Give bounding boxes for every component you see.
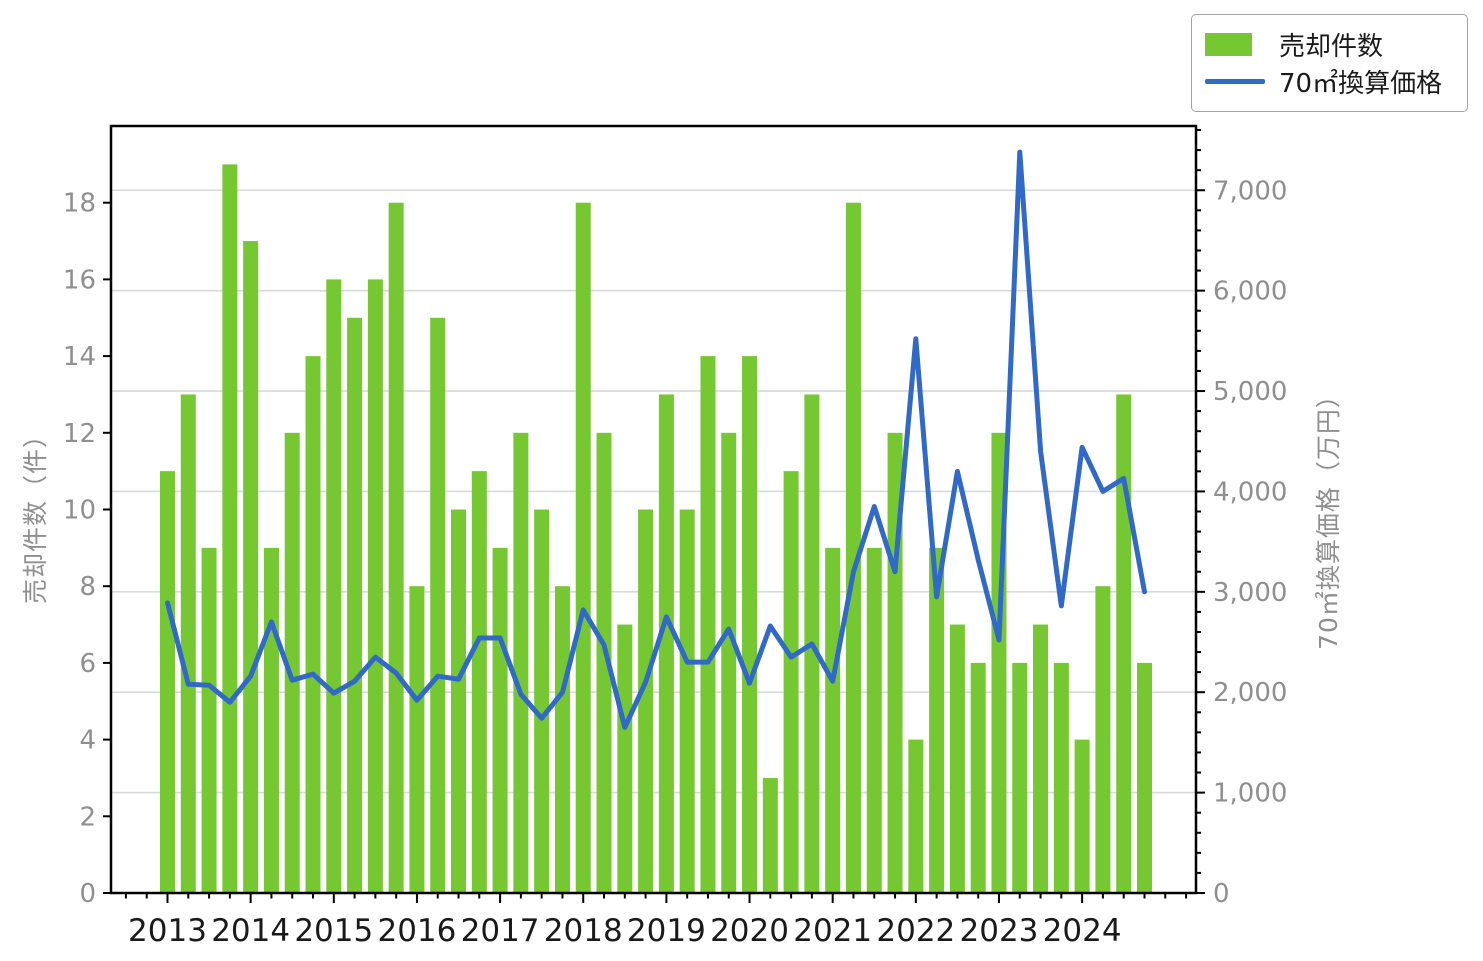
- legend-label-sales: 売却件数: [1279, 32, 1384, 62]
- bar-sales: [222, 164, 238, 894]
- x-axis-tick-label: 2021: [793, 913, 872, 949]
- x-axis-tick-label: 2016: [377, 913, 456, 949]
- legend-label-price: 70㎡換算価格: [1279, 69, 1443, 99]
- bar-sales: [949, 624, 965, 893]
- legend-item-sales: 売却件数: [1205, 26, 1453, 63]
- bar-sales: [160, 471, 175, 893]
- right-axis-tick-label: 0: [1213, 879, 1230, 909]
- bar-sales: [617, 624, 633, 893]
- legend: 売却件数 70㎡換算価格: [1191, 14, 1468, 112]
- right-axis-tick-label: 1,000: [1213, 779, 1287, 809]
- bar-sales: [1033, 624, 1049, 893]
- bar-sales: [866, 547, 882, 893]
- right-axis-tick-label: 4,000: [1213, 477, 1287, 507]
- left-axis-tick-label: 8: [79, 572, 96, 602]
- x-axis-tick-label: 2014: [211, 913, 290, 949]
- left-axis-tick-label: 14: [63, 342, 96, 372]
- bar-sales: [700, 356, 716, 894]
- bar-sales: [201, 547, 217, 893]
- left-axis-tick-label: 0: [79, 879, 96, 909]
- left-axis-title: 売却件数（件）: [21, 421, 50, 605]
- right-axis-title: 70㎡換算価格（万円）: [1314, 382, 1343, 650]
- bar-sales: [305, 356, 321, 894]
- bar-sales: [243, 241, 259, 894]
- bar-sales: [658, 394, 674, 893]
- bar-sales: [721, 432, 737, 893]
- x-axis-tick-label: 2020: [710, 913, 789, 949]
- bar-sales: [284, 432, 300, 893]
- bar-sales: [679, 509, 695, 893]
- price-line-swatch-icon: [1205, 79, 1265, 84]
- left-axis-tick-label: 10: [63, 496, 96, 526]
- bar-sales: [1116, 394, 1132, 893]
- bar-sales: [534, 509, 550, 893]
- bar-sales: [825, 547, 841, 893]
- x-axis-tick-label: 2023: [960, 913, 1039, 949]
- bar-sales: [430, 317, 446, 893]
- bar-sales: [554, 586, 570, 893]
- bar-sales: [1053, 662, 1069, 893]
- price-line: [165, 149, 1147, 730]
- bar-sales: [263, 547, 279, 893]
- x-axis-tick-label: 2018: [544, 913, 623, 949]
- bar-sales: [451, 509, 467, 893]
- bar-sales: [596, 432, 612, 893]
- left-axis-tick-label: 2: [79, 802, 96, 832]
- x-axis-tick-label: 2022: [876, 913, 955, 949]
- bar-sales: [388, 202, 404, 893]
- left-axis-tick-label: 12: [63, 419, 96, 449]
- bar-sales: [783, 471, 799, 893]
- right-axis-tick-label: 7,000: [1213, 176, 1287, 206]
- bar-sales: [970, 662, 986, 893]
- x-axis-tick-label: 2017: [461, 913, 540, 949]
- x-axis-tick-label: 2013: [128, 913, 207, 949]
- bar-sales: [367, 279, 383, 893]
- legend-item-price: 70㎡換算価格: [1205, 63, 1453, 100]
- left-axis-tick-label: 18: [63, 189, 96, 219]
- bar-sales: [762, 777, 778, 893]
- right-axis-tick-label: 2,000: [1213, 678, 1287, 708]
- right-axis-tick-label: 6,000: [1213, 277, 1287, 307]
- left-axis-tick-label: 16: [63, 265, 96, 295]
- bar-sales: [471, 471, 487, 893]
- bar-sales: [929, 547, 945, 893]
- bar-sales: [742, 356, 758, 894]
- bar-sales: [638, 509, 654, 893]
- bar-sales: [347, 317, 363, 893]
- bar-sales: [326, 279, 342, 893]
- x-axis-tick-label: 2015: [294, 913, 373, 949]
- bar-sales: [1095, 586, 1111, 893]
- bar-sales: [1074, 739, 1090, 893]
- bar-sales: [409, 586, 425, 893]
- bar-sales: [1012, 662, 1028, 893]
- x-axis-tick-label: 2024: [1043, 913, 1122, 949]
- x-axis-tick-label: 2019: [627, 913, 706, 949]
- bar-sales: [180, 394, 196, 893]
- bar-sales: [575, 202, 591, 893]
- right-axis-tick-label: 3,000: [1213, 578, 1287, 608]
- bar-sales: [908, 739, 924, 893]
- bar-sales: [845, 202, 861, 893]
- sales-bar-swatch-icon: [1205, 33, 1252, 56]
- left-axis-tick-label: 6: [79, 649, 96, 679]
- right-axis-tick-label: 5,000: [1213, 377, 1287, 407]
- bar-sales: [513, 432, 529, 893]
- bar-sales: [1136, 662, 1152, 893]
- left-axis-tick-label: 4: [79, 726, 96, 756]
- bar-sales: [492, 547, 508, 893]
